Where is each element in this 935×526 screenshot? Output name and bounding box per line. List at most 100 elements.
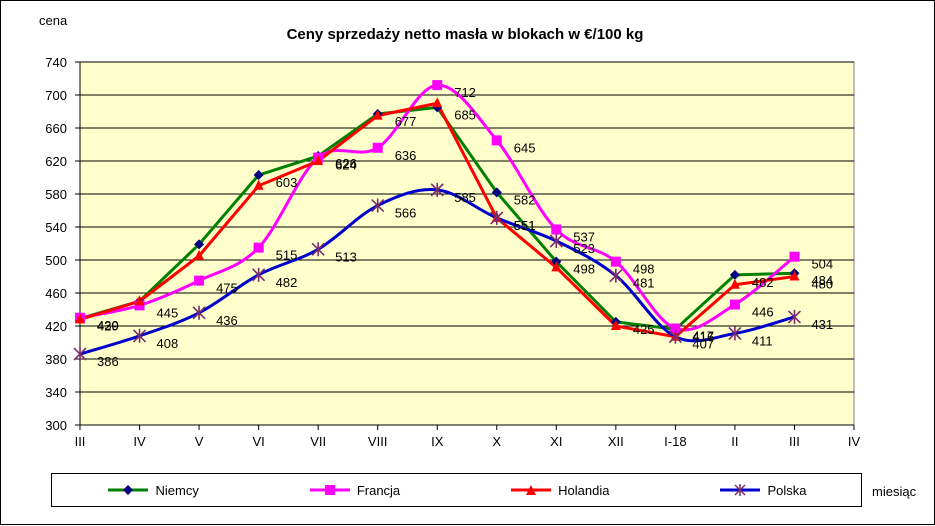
legend-marker-francja (309, 485, 350, 495)
data-label-niemcy: 626 (335, 156, 357, 171)
y-tick-label: 700 (45, 88, 67, 103)
y-tick-label: 540 (45, 220, 67, 235)
x-tick-label: II (731, 434, 738, 449)
data-label-francja: 515 (276, 248, 298, 263)
legend-marker-polska (720, 484, 761, 496)
legend-label-polska: Polska (767, 482, 807, 498)
data-label-niemcy: 429 (97, 319, 119, 334)
data-label-holandia: 551 (514, 218, 536, 233)
data-label-niemcy: 498 (573, 262, 595, 277)
legend-label-niemcy: Niemcy (155, 482, 199, 498)
data-label-niemcy: 582 (514, 192, 536, 207)
point-holandia (253, 179, 264, 190)
data-label-francja: 445 (157, 305, 179, 320)
data-label-polska: 585 (454, 190, 476, 205)
point-polska (192, 305, 206, 320)
point-holandia (134, 295, 145, 306)
data-label-francja: 645 (514, 140, 536, 155)
data-label-polska: 408 (157, 336, 179, 351)
point-polska (609, 268, 623, 283)
data-label-francja: 475 (216, 281, 238, 296)
point-francja (610, 256, 621, 267)
x-tick-label: IX (431, 434, 444, 449)
point-niemcy (491, 187, 502, 198)
data-label-francja: 417 (692, 328, 714, 343)
y-tick-label: 620 (45, 154, 67, 169)
data-label-francja: 624 (335, 158, 357, 173)
point-polska (787, 309, 802, 324)
point-holandia (75, 313, 85, 324)
point-francja (670, 323, 681, 334)
point-polska (549, 234, 563, 249)
data-label-francja: 504 (811, 257, 833, 272)
data-label-holandia: 480 (811, 277, 833, 292)
data-label-niemcy: 603 (276, 175, 298, 190)
point-francja (432, 80, 443, 91)
x-tick-label: X (492, 434, 501, 449)
data-label-francja: 498 (633, 262, 655, 277)
data-label-niemcy: 484 (811, 273, 833, 288)
legend-item-niemcy: Niemcy (106, 482, 199, 498)
y-tick-label: 660 (45, 121, 67, 136)
y-axis-label: cena (39, 13, 68, 28)
point-niemcy (194, 239, 205, 250)
data-label-polska: 513 (335, 249, 357, 264)
point-polska (311, 242, 325, 257)
data-label-niemcy: 685 (454, 107, 476, 122)
point-holandia (313, 155, 324, 165)
data-label-francja: 712 (454, 85, 476, 100)
y-tick-label: 740 (45, 55, 67, 70)
y-tick-label: 340 (45, 385, 67, 400)
point-holandia (610, 320, 621, 330)
x-tick-label: IV (133, 434, 146, 449)
point-holandia (729, 278, 740, 289)
legend: Niemcy Francja Holandia Polska (51, 473, 862, 507)
y-tick-label: 580 (45, 187, 67, 202)
data-label-francja: 430 (97, 318, 119, 333)
x-tick-label: IV (848, 434, 861, 449)
x-tick-label: XII (608, 434, 624, 449)
point-niemcy (729, 269, 740, 280)
x-tick-label: III (75, 434, 86, 449)
data-label-niemcy: 416 (692, 329, 714, 344)
data-label-polska: 411 (752, 333, 773, 348)
point-holandia (194, 249, 205, 260)
point-polska (132, 328, 147, 343)
legend-item-holandia: Holandia (509, 483, 609, 498)
point-niemcy (253, 170, 264, 181)
x-tick-label: I-18 (664, 434, 686, 449)
point-polska (252, 267, 266, 282)
legend-label-holandia: Holandia (558, 482, 610, 498)
x-tick-label: XI (550, 434, 562, 449)
legend-marker-holandia (511, 485, 552, 495)
data-label-polska: 431 (811, 317, 833, 332)
data-label-polska: 436 (216, 313, 238, 328)
point-holandia (372, 109, 383, 120)
data-label-polska: 481 (633, 276, 655, 291)
data-label-polska: 551 (514, 218, 536, 233)
x-tick-label: VI (252, 434, 264, 449)
data-label-niemcy: 425 (633, 322, 655, 337)
point-francja (551, 224, 562, 235)
legend-label-francja: Francja (356, 482, 401, 498)
chart-title: Ceny sprzedaży netto masła w blokach w €… (287, 26, 644, 43)
point-francja (729, 299, 740, 310)
data-label-polska: 386 (97, 354, 119, 369)
x-tick-label: III (789, 434, 800, 449)
point-holandia (432, 97, 443, 108)
y-tick-label: 460 (45, 286, 67, 301)
x-axis-label: miesiąc (872, 484, 917, 499)
point-francja (194, 275, 205, 286)
data-label-francja: 537 (573, 229, 595, 244)
y-tick-label: 420 (45, 319, 67, 334)
point-holandia (551, 261, 562, 272)
data-label-francja: 636 (395, 148, 417, 163)
point-polska (728, 326, 742, 341)
legend-marker-niemcy (108, 485, 149, 495)
x-tick-label: VIII (368, 434, 388, 449)
x-tick-label: VII (310, 434, 326, 449)
point-polska (490, 210, 504, 225)
